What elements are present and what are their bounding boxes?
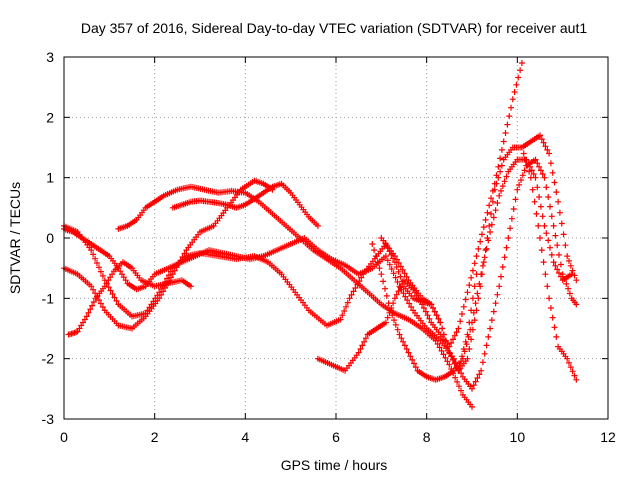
plus-markers bbox=[369, 156, 575, 383]
series-arc-9 bbox=[518, 144, 580, 383]
x-tick-label: 10 bbox=[510, 429, 526, 445]
y-tick-label: 0 bbox=[46, 230, 54, 246]
data-markers bbox=[61, 60, 580, 410]
plus-markers bbox=[115, 183, 475, 410]
series-arc-8 bbox=[369, 156, 575, 383]
series-arc-5 bbox=[115, 183, 475, 410]
y-axis-label: SDTVAR / TECUs bbox=[7, 182, 23, 294]
y-tick-label: 3 bbox=[46, 49, 54, 65]
chart-title: Day 357 of 2016, Sidereal Day-to-day VTE… bbox=[81, 20, 588, 36]
series-arc-6 bbox=[169, 180, 321, 229]
plus-markers bbox=[518, 144, 580, 383]
x-tick-label: 6 bbox=[332, 429, 340, 445]
x-tick-label: 8 bbox=[423, 429, 431, 445]
y-tick-label: -3 bbox=[42, 411, 55, 427]
x-tick-label: 4 bbox=[241, 429, 249, 445]
y-tick-label: -1 bbox=[42, 290, 55, 306]
series-arc-10 bbox=[378, 235, 480, 374]
x-tick-label: 12 bbox=[600, 429, 616, 445]
y-tick-label: 2 bbox=[46, 109, 54, 125]
grid-lines bbox=[64, 57, 608, 419]
x-tick-label: 0 bbox=[60, 429, 68, 445]
x-tick-label: 2 bbox=[151, 429, 159, 445]
y-tick-label: -2 bbox=[42, 351, 55, 367]
plus-markers bbox=[169, 180, 321, 229]
y-tick-label: 1 bbox=[46, 170, 54, 186]
x-axis-label: GPS time / hours bbox=[281, 457, 388, 473]
plus-markers bbox=[378, 235, 480, 374]
